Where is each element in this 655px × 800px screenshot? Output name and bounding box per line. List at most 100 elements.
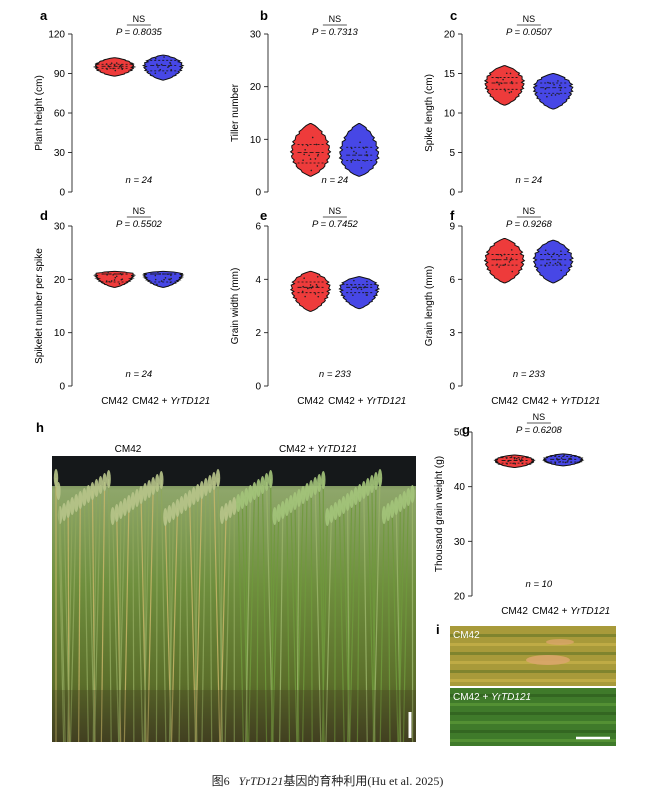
wheat-spike [240, 491, 245, 509]
data-point [559, 460, 562, 463]
wheat-spike [191, 487, 196, 505]
data-point [521, 462, 524, 465]
wheat-stalk [112, 515, 120, 743]
data-point [509, 72, 512, 75]
chart-panel-d: d 0 10 20 30 Spikelet number per spike NS P = 0… [34, 206, 210, 407]
y-tick-label: 30 [454, 537, 466, 548]
data-point [509, 259, 512, 262]
data-point [355, 152, 358, 154]
wheat-stalk [245, 493, 251, 743]
chart-panel-f: f 0 3 6 9 Grain length (mm) NS P = 0.9268 n = 23… [424, 206, 600, 407]
chart-panel-b: b 0 10 20 30 Tiller number NS P = 0.7313 n = 24 [230, 8, 380, 199]
wheat-stalk [92, 487, 98, 743]
wheat-stalk [391, 508, 399, 743]
data-point [550, 94, 553, 96]
data-point [121, 278, 124, 281]
y-tick-label: 20 [250, 82, 262, 93]
leaf-label-part: YrTD121 [491, 692, 531, 703]
wheat-stalk [398, 499, 405, 743]
wheat-spike [284, 498, 290, 516]
data-point [359, 141, 361, 144]
data-point [169, 62, 172, 64]
data-point [301, 290, 304, 293]
data-point [169, 281, 172, 284]
data-point [310, 169, 313, 172]
x-tick-label-gene: YrTD121 [570, 606, 610, 617]
data-point [500, 254, 503, 257]
x-tick-label-gene: YrTD121 [170, 396, 210, 407]
wheat-spike [321, 471, 326, 489]
data-point [557, 80, 559, 82]
wheat-spike [82, 488, 87, 506]
wheat-spike [345, 493, 350, 511]
n-label: n = 24 [126, 369, 153, 380]
data-point [315, 143, 318, 146]
chart-panel-c: c 0 5 10 15 20 Spike length (cm) NS P = 0.0507 n … [424, 8, 574, 199]
y-tick-label: 2 [255, 328, 261, 339]
y-tick-label: 6 [255, 222, 261, 233]
wheat-stalk [213, 480, 221, 743]
data-point [550, 255, 553, 258]
wheat-spike [70, 497, 75, 515]
leaf-label-yrtd121: CM42 + YrTD121 [453, 692, 531, 703]
leaf-stripe [450, 712, 616, 715]
data-point [366, 294, 368, 296]
data-point [554, 262, 557, 265]
data-point [510, 249, 513, 251]
data-point [359, 286, 361, 289]
wheat-stalk [379, 514, 385, 743]
data-point [570, 457, 572, 460]
y-axis-title: Tiller number [230, 83, 241, 142]
data-point [553, 252, 555, 255]
data-point [504, 89, 507, 92]
data-point [106, 274, 108, 276]
wheat-stalk [194, 492, 199, 743]
chart-panel-e: e 0 2 4 6 Grain width (mm) NS P = 0.7452 n = 233… [230, 206, 406, 407]
wheat-stalk [69, 502, 77, 743]
p-value: P = 0.5502 [116, 219, 163, 230]
photo-title-part: YrTD121 [317, 444, 357, 455]
violin-yrtd121 [542, 453, 585, 467]
data-point [366, 280, 368, 283]
data-point [350, 288, 353, 291]
data-point [316, 155, 319, 157]
wheat-stalk [220, 511, 227, 743]
wheat-stalk [67, 505, 73, 743]
wheat-stalk [168, 513, 172, 743]
wheat-stalk [314, 485, 322, 743]
wheat-stalk [261, 484, 268, 743]
y-tick-label: 60 [54, 109, 66, 120]
data-point [314, 158, 317, 160]
photo-title-left: CM42 [115, 444, 142, 455]
significance-label: NS [533, 412, 546, 422]
data-point [159, 68, 162, 71]
wheat-stalk [237, 502, 244, 743]
x-tick-label-gene: YrTD121 [560, 396, 600, 407]
data-point [514, 463, 517, 465]
wheat-spike [159, 471, 164, 489]
wheat-spike [110, 507, 115, 525]
data-point [350, 147, 353, 150]
wheat-spike [199, 481, 204, 499]
wheat-stalk [83, 496, 89, 743]
data-point [564, 461, 567, 464]
wheat-spike [106, 470, 111, 488]
data-point [546, 262, 548, 265]
wheat-spike [341, 496, 346, 514]
data-point [167, 273, 169, 276]
data-point [114, 276, 117, 279]
data-point [160, 63, 163, 66]
data-point [156, 63, 158, 66]
data-point [170, 69, 172, 71]
data-point [558, 255, 560, 257]
data-point [360, 167, 363, 169]
y-tick-label: 30 [250, 30, 262, 41]
data-point [154, 278, 157, 281]
wheat-stalk [373, 477, 381, 743]
data-point [549, 261, 552, 264]
data-point [310, 287, 313, 289]
data-point [164, 72, 167, 74]
wheat-spike [53, 469, 59, 487]
wheat-stalk [270, 515, 276, 743]
photo-panel-i: i CM42 CM42 + YrTD121 [436, 622, 616, 746]
